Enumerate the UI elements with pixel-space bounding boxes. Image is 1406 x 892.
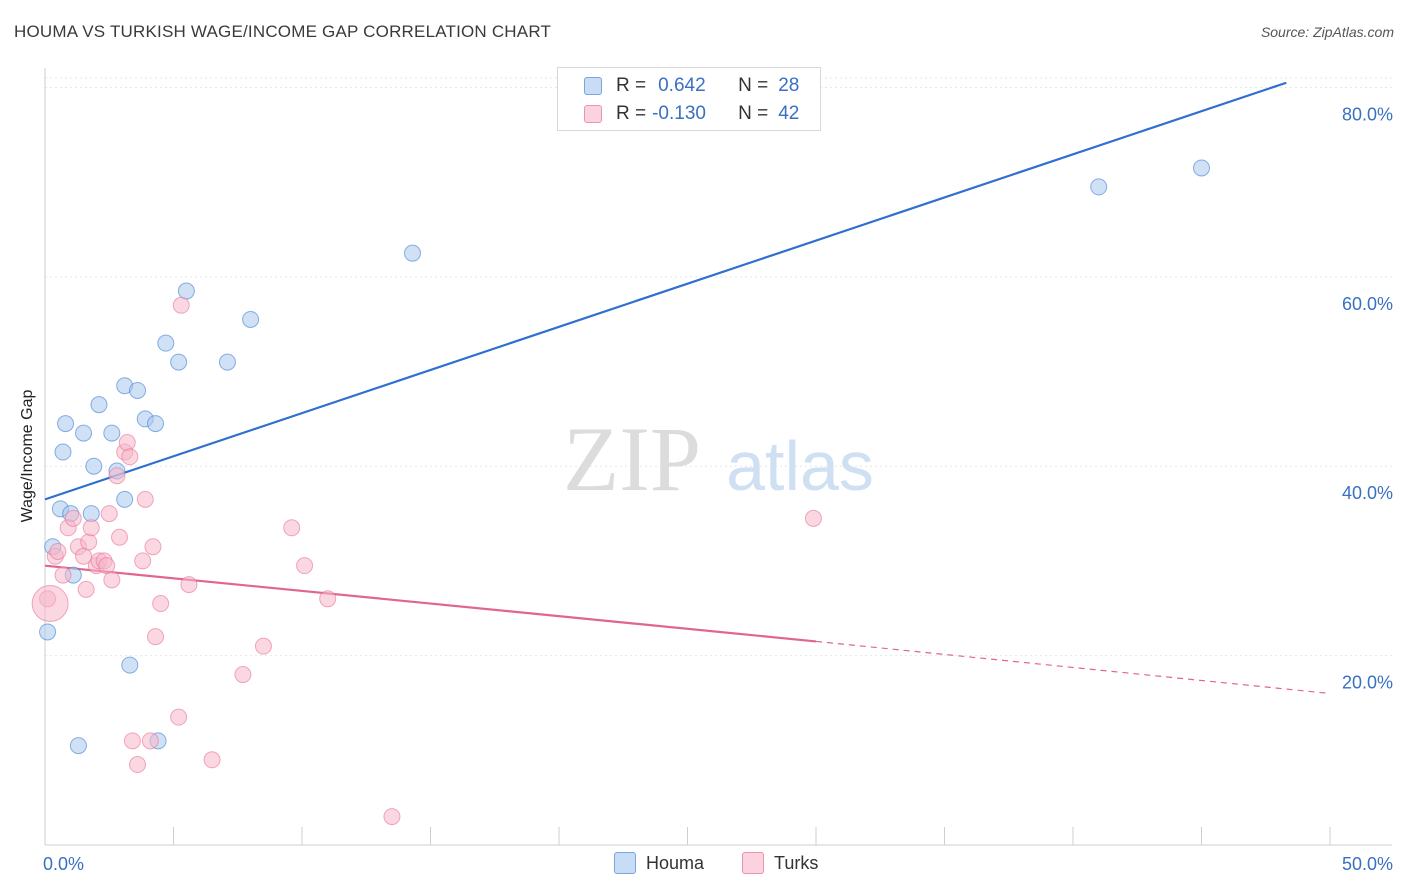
- turks-point: [234, 666, 252, 684]
- houma-point: [90, 396, 108, 414]
- turks-point: [180, 576, 198, 594]
- legend-swatch-houma: [614, 852, 636, 874]
- legend-label-turks: Turks: [774, 852, 819, 873]
- turks-point: [254, 637, 272, 655]
- legend-label-houma: Houma: [646, 852, 705, 873]
- houma-point: [57, 415, 75, 433]
- turks-point: [77, 580, 95, 598]
- turks-point: [203, 751, 221, 769]
- turks-point: [108, 467, 126, 485]
- trend-lines: [44, 81, 1331, 695]
- turks-point: [383, 808, 401, 826]
- turks-point: [319, 590, 337, 608]
- x-tick-label: 50.0%: [1342, 854, 1393, 874]
- houma-trend-line: [44, 81, 1287, 501]
- turks-point: [152, 595, 170, 613]
- turks-point: [49, 542, 67, 560]
- houma-point: [39, 623, 57, 641]
- watermark-zip: ZIP: [563, 408, 701, 510]
- legend-row-turks: R = -0.130 N = 42: [558, 100, 799, 128]
- y-tick-label: 20.0%: [1342, 673, 1393, 693]
- turks-point: [111, 528, 129, 546]
- houma-point: [1193, 159, 1210, 177]
- turks-point: [121, 448, 139, 466]
- houma-point: [116, 490, 134, 508]
- houma-point: [103, 424, 121, 442]
- n-label: N =: [738, 103, 769, 124]
- turks-point: [54, 566, 72, 584]
- turks-point: [123, 732, 141, 750]
- turks-point: [141, 732, 159, 750]
- y-axis-label: Wage/Income Gap: [19, 389, 36, 523]
- legend-swatch-turks: [584, 105, 602, 123]
- turks-point: [170, 708, 188, 726]
- turks-point: [98, 557, 116, 575]
- turks-trend-line-extension: [815, 640, 1331, 695]
- n-label: N =: [738, 75, 769, 96]
- legend-item-houma: Houma: [614, 852, 704, 874]
- r-value: -0.130: [652, 103, 706, 124]
- houma-point: [75, 424, 93, 442]
- turks-point: [31, 585, 69, 623]
- x-tick-label: 0.0%: [43, 854, 84, 874]
- tick-labels: 20.0% 40.0% 60.0% 80.0% 0.0% 50.0%: [43, 104, 1393, 874]
- houma-point: [177, 282, 195, 300]
- houma-point: [218, 353, 236, 371]
- houma-point: [69, 737, 87, 755]
- turks-point: [129, 756, 147, 774]
- houma-point: [54, 443, 72, 461]
- chart-title: HOUMA VS TURKISH WAGE/INCOME GAP CORRELA…: [14, 22, 552, 41]
- y-tick-label: 60.0%: [1342, 294, 1393, 314]
- turks-point: [172, 296, 190, 314]
- turks-point: [80, 533, 98, 551]
- turks-point: [118, 434, 136, 452]
- data-points: [31, 159, 1210, 826]
- legend-row-houma: R = 0.642 N = 28: [558, 72, 799, 100]
- turks-point: [103, 571, 121, 589]
- turks-point: [144, 538, 162, 556]
- houma-point: [85, 457, 103, 475]
- r-label: R =: [616, 103, 647, 124]
- y-tick-label: 40.0%: [1342, 483, 1393, 503]
- grid-lines: [45, 77, 1392, 657]
- turks-point: [283, 519, 301, 537]
- n-value: 28: [778, 75, 800, 96]
- turks-point: [804, 509, 822, 527]
- axes: [44, 68, 1392, 846]
- r-label: R =: [616, 75, 647, 96]
- turks-point: [296, 557, 314, 575]
- correlation-legend: R = 0.642 N = 28 R = -0.130 N = 42: [557, 67, 821, 131]
- n-value: 42: [778, 103, 800, 124]
- watermark-atlas: atlas: [726, 427, 874, 505]
- houma-point: [147, 415, 165, 433]
- turks-point: [134, 552, 152, 570]
- legend-item-turks: Turks: [742, 852, 818, 874]
- houma-point: [82, 505, 100, 523]
- turks-point: [147, 628, 165, 646]
- houma-point: [1090, 178, 1108, 196]
- houma-point: [121, 656, 139, 674]
- source-label: Source: ZipAtlas.com: [1260, 24, 1394, 40]
- turks-trend-line: [44, 564, 817, 643]
- turks-point: [82, 519, 100, 537]
- houma-point: [170, 353, 188, 371]
- houma-point: [404, 244, 422, 262]
- houma-point: [242, 310, 260, 328]
- turks-point: [136, 490, 154, 508]
- turks-point: [64, 509, 82, 527]
- legend-swatch-houma: [584, 77, 602, 95]
- y-tick-label: 80.0%: [1342, 104, 1393, 124]
- houma-point: [129, 381, 147, 399]
- houma-point: [157, 334, 175, 352]
- legend-swatch-turks: [742, 852, 764, 874]
- turks-point: [100, 505, 118, 523]
- r-value: 0.642: [658, 75, 706, 96]
